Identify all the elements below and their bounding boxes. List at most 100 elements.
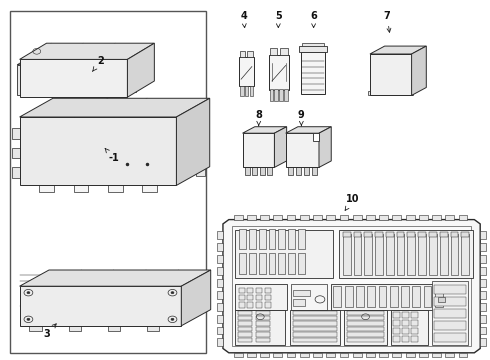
Bar (278, 253, 285, 274)
Bar (217, 291, 223, 299)
Bar (293, 321, 338, 326)
Text: 8: 8 (255, 110, 262, 126)
Bar (239, 253, 246, 274)
Bar (118, 117, 167, 178)
Bar (432, 281, 468, 345)
Bar (402, 312, 409, 318)
Bar (235, 230, 333, 278)
Bar (379, 215, 388, 220)
Polygon shape (412, 46, 426, 95)
Bar (265, 295, 271, 301)
Bar (313, 215, 322, 220)
Bar (269, 229, 275, 249)
Bar (451, 234, 459, 275)
Bar (270, 48, 277, 55)
Bar (260, 167, 265, 175)
Bar (340, 215, 348, 220)
Bar (397, 234, 405, 275)
Bar (284, 89, 288, 101)
Polygon shape (49, 53, 69, 95)
Polygon shape (370, 46, 426, 54)
Bar (247, 302, 253, 308)
Bar (217, 279, 223, 287)
Bar (288, 253, 295, 274)
Bar (353, 215, 362, 220)
Bar (288, 229, 295, 249)
Bar (411, 336, 417, 342)
Bar (250, 86, 253, 96)
Bar (353, 353, 362, 357)
Bar (217, 303, 223, 311)
Bar (12, 128, 20, 139)
Polygon shape (17, 53, 69, 65)
Bar (347, 311, 384, 315)
Polygon shape (243, 127, 287, 133)
Bar (279, 89, 283, 101)
Bar (235, 310, 285, 345)
Bar (98, 146, 127, 184)
Bar (345, 287, 353, 307)
Bar (406, 215, 415, 220)
Bar (438, 297, 445, 302)
Bar (298, 229, 305, 249)
Bar (108, 185, 122, 192)
Bar (247, 141, 258, 149)
Polygon shape (20, 59, 127, 97)
Bar (217, 231, 223, 239)
Bar (291, 284, 326, 310)
Bar (293, 316, 338, 320)
Bar (274, 89, 278, 101)
Bar (480, 267, 486, 275)
Bar (287, 353, 295, 357)
Bar (347, 338, 384, 342)
Bar (69, 325, 81, 331)
Bar (368, 91, 413, 95)
Text: 4: 4 (240, 11, 247, 28)
Bar (393, 328, 400, 334)
Text: 2: 2 (93, 56, 104, 71)
Bar (245, 167, 250, 175)
Bar (393, 312, 400, 318)
Polygon shape (223, 220, 480, 353)
Bar (302, 43, 324, 46)
Bar (259, 253, 266, 274)
Bar (256, 338, 270, 342)
Bar (411, 328, 417, 334)
Bar (434, 297, 466, 306)
Bar (480, 327, 486, 334)
Bar (480, 255, 486, 263)
Bar (434, 309, 466, 318)
Bar (386, 232, 394, 237)
Bar (313, 353, 322, 357)
Bar (196, 165, 205, 176)
Bar (480, 291, 486, 299)
Bar (196, 125, 205, 137)
Bar (249, 253, 256, 274)
Bar (393, 320, 400, 326)
Bar (347, 316, 384, 320)
Bar (293, 327, 338, 331)
Bar (480, 315, 486, 323)
Bar (326, 353, 335, 357)
Bar (393, 336, 400, 342)
Bar (343, 234, 351, 275)
Circle shape (171, 292, 174, 294)
Text: 7: 7 (384, 11, 391, 32)
Bar (256, 321, 270, 326)
Bar (256, 302, 262, 308)
Bar (239, 57, 254, 86)
Polygon shape (20, 43, 154, 59)
Bar (480, 231, 486, 239)
Bar (29, 325, 42, 331)
Bar (273, 353, 282, 357)
Bar (440, 232, 448, 237)
Bar (238, 332, 252, 337)
Bar (125, 83, 136, 92)
Bar (480, 279, 486, 287)
Bar (247, 51, 253, 57)
Polygon shape (127, 43, 154, 97)
Bar (217, 267, 223, 275)
Bar (280, 48, 288, 55)
Bar (408, 234, 416, 275)
Bar (419, 215, 428, 220)
